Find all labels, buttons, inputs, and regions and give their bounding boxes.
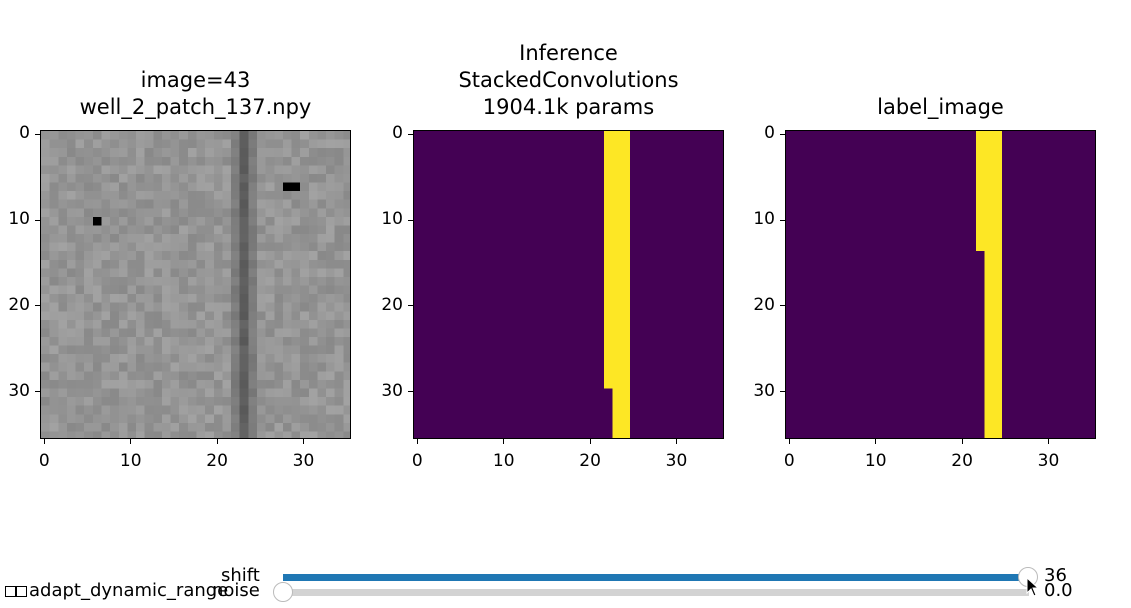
label-panel	[785, 130, 1096, 439]
y-tick-mark	[780, 219, 785, 221]
noise-label: noise	[212, 580, 260, 601]
adapt-dynamic-range-checkbox[interactable]	[5, 586, 16, 597]
y-tick-mark	[35, 305, 40, 307]
panel3-title: label_image	[877, 95, 1004, 119]
x-tick-label: 0	[411, 451, 423, 471]
y-tick-mark	[408, 305, 413, 307]
x-tick-label: 30	[665, 451, 688, 471]
x-tick-label: 10	[864, 451, 887, 471]
x-tick-mark	[130, 439, 132, 444]
y-tick-label: 0	[19, 123, 30, 144]
panel2-title: Inference StackedConvolutions 1904.1k pa…	[458, 41, 679, 119]
shift-value: 36	[1044, 565, 1067, 586]
x-tick-label: 10	[492, 451, 515, 471]
y-tick-mark	[408, 391, 413, 393]
panel1-title: image=43 well_2_patch_137.npy	[79, 68, 312, 119]
y-tick-label: 30	[8, 380, 30, 401]
inference-panel	[413, 130, 724, 439]
x-tick-label: 10	[119, 451, 142, 471]
noise-value: 0.0	[1044, 580, 1073, 601]
grayscale-image	[41, 131, 350, 438]
y-tick-label: 20	[753, 294, 775, 315]
x-tick-label: 20	[579, 451, 601, 471]
shift-label: shift	[221, 565, 260, 586]
y-tick-label: 30	[381, 380, 403, 401]
y-tick-label: 10	[753, 209, 775, 230]
y-tick-label: 10	[8, 209, 30, 230]
y-tick-label: 20	[381, 294, 403, 315]
y-tick-label: 30	[753, 380, 775, 401]
x-tick-label: 20	[951, 451, 973, 471]
x-tick-mark	[43, 439, 45, 444]
shift-slider-track[interactable]	[283, 574, 1028, 581]
y-tick-mark	[35, 219, 40, 221]
x-tick-mark	[875, 439, 877, 444]
image-panel	[40, 130, 351, 439]
x-tick-mark	[788, 439, 790, 444]
x-tick-mark	[503, 439, 505, 444]
y-tick-label: 0	[392, 123, 403, 144]
noise-slider-knob[interactable]	[273, 582, 293, 602]
x-tick-mark	[961, 439, 963, 444]
y-tick-label: 10	[381, 209, 403, 230]
x-tick-mark	[675, 439, 677, 444]
y-tick-mark	[408, 133, 413, 135]
x-tick-label: 30	[1037, 451, 1060, 471]
x-tick-mark	[589, 439, 591, 444]
mouse-pointer-icon	[1026, 577, 1040, 597]
y-tick-label: 0	[764, 123, 775, 144]
x-tick-mark	[216, 439, 218, 444]
label-mask	[976, 131, 1002, 438]
y-tick-mark	[408, 219, 413, 221]
noise-slider-track[interactable]	[283, 589, 1029, 596]
y-tick-mark	[780, 133, 785, 135]
inference-mask	[604, 131, 630, 438]
x-tick-label: 30	[292, 451, 315, 471]
x-tick-mark	[416, 439, 418, 444]
y-tick-mark	[35, 391, 40, 393]
x-tick-mark	[302, 439, 304, 444]
adapt-dynamic-range-label[interactable]: adapt_dynamic_range	[29, 580, 229, 601]
y-tick-label: 20	[8, 294, 30, 315]
y-tick-mark	[780, 305, 785, 307]
x-tick-label: 0	[783, 451, 795, 471]
y-tick-mark	[780, 391, 785, 393]
x-tick-label: 20	[206, 451, 228, 471]
adapt-dynamic-range-checkbox-box[interactable]	[16, 586, 27, 597]
y-tick-mark	[35, 133, 40, 135]
x-tick-label: 0	[38, 451, 50, 471]
x-tick-mark	[1047, 439, 1049, 444]
